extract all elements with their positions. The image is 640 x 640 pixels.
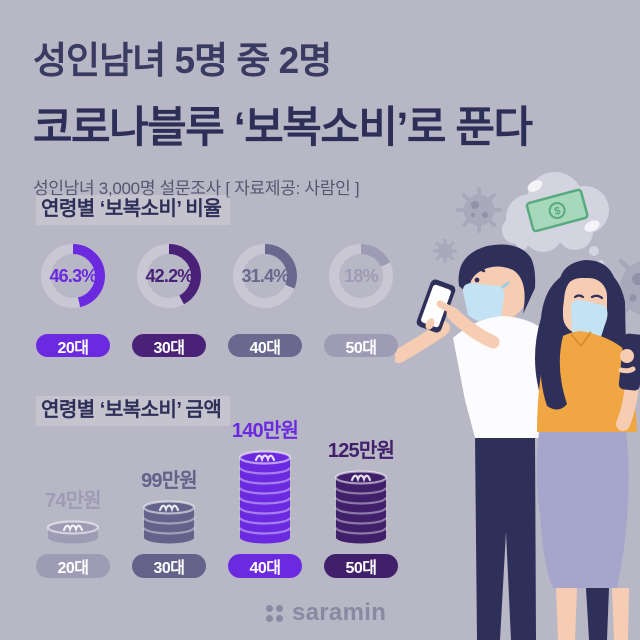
survey-subtitle: 성인남녀 3,000명 설문조사 [ 자료제공: 사람인 ] — [33, 179, 360, 198]
donut-value-label: 46.3% — [49, 265, 97, 286]
donut-group: 18% 50대 — [324, 239, 398, 357]
coin-group: 74만원 20대 — [36, 484, 110, 578]
masked-man — [395, 244, 555, 640]
amount-label: 125만원 — [327, 440, 395, 462]
coin-group: 99만원 30대 — [132, 464, 206, 578]
section-title-amount-text: 연령별 ‘보복소비’ 금액 — [36, 396, 231, 426]
coin-group: 125만원 50대 — [324, 434, 398, 578]
donut-ring-icon — [329, 244, 393, 308]
section-title-ratio: 연령별 ‘보복소비’ 비율 — [36, 192, 231, 225]
saramin-logo-dots-icon — [266, 604, 283, 622]
sparkle-icon — [584, 220, 600, 232]
coin-group: 140만원 40대 — [228, 414, 302, 578]
section-title-ratio-text: 연령별 ‘보복소비’ 비율 — [36, 195, 231, 225]
saramin-logo: saramin — [266, 599, 386, 627]
coin-stack-icon — [334, 470, 388, 544]
coin-stack-icon — [238, 450, 292, 544]
virus-icon-small — [432, 238, 458, 264]
masked-woman — [535, 260, 640, 640]
virus-icon-large — [607, 258, 640, 318]
amount-label: 140만원 — [231, 420, 299, 442]
banknote-icon: $ — [525, 188, 589, 233]
header: 성인남녀 5명 중 2명 코로나블루 ‘보복소비’로 푼다 성인남녀 3,000… — [33, 30, 533, 199]
age-pill: 40대 — [228, 554, 302, 578]
donut-ring-icon — [233, 244, 297, 308]
amount-label: 74만원 — [45, 490, 102, 512]
coin-chart-row: 74만원 20대 99만원 30대 140만원 40대 125만원 50대 — [36, 414, 398, 578]
saramin-logo-text: saramin — [292, 599, 387, 626]
donut-chart: 31.4% — [228, 239, 302, 313]
donut-value-label: 42.2% — [145, 265, 193, 286]
age-pill: 30대 — [132, 334, 206, 357]
donut-chart: 46.3% — [36, 239, 110, 313]
svg-text:$: $ — [553, 205, 562, 218]
age-pill: 50대 — [324, 554, 398, 578]
donut-value-label: 31.4% — [241, 265, 289, 286]
illustration: $ — [395, 172, 640, 640]
donut-group: 42.2% 30대 — [132, 239, 206, 357]
title-line-1: 성인남녀 5명 중 2명 — [33, 40, 332, 81]
title-line-2: 코로나블루 ‘보복소비’로 푼다 — [33, 104, 533, 152]
age-pill: 40대 — [228, 334, 302, 357]
age-pill: 20대 — [36, 554, 110, 578]
amount-label: 99만원 — [141, 470, 198, 492]
age-pill: 30대 — [132, 554, 206, 578]
sparkle-icon — [527, 180, 543, 192]
donut-ring-icon — [41, 244, 105, 308]
donut-value-label: 18% — [344, 265, 378, 286]
age-pill: 50대 — [324, 334, 398, 357]
coin-stack-icon — [46, 520, 100, 544]
coin-stack-icon — [142, 500, 196, 544]
donut-ring-icon — [137, 244, 201, 308]
donut-chart: 18% — [324, 239, 398, 313]
donut-group: 46.3% 20대 — [36, 239, 110, 357]
section-title-amount: 연령별 ‘보복소비’ 금액 — [36, 393, 231, 426]
virus-icon — [456, 187, 502, 233]
donut-chart-row: 46.3% 20대 42.2% 30대 31.4% 40대 18% 50대 — [36, 239, 398, 357]
age-pill: 20대 — [36, 334, 110, 357]
donut-chart: 42.2% — [132, 239, 206, 313]
donut-group: 31.4% 40대 — [228, 239, 302, 357]
